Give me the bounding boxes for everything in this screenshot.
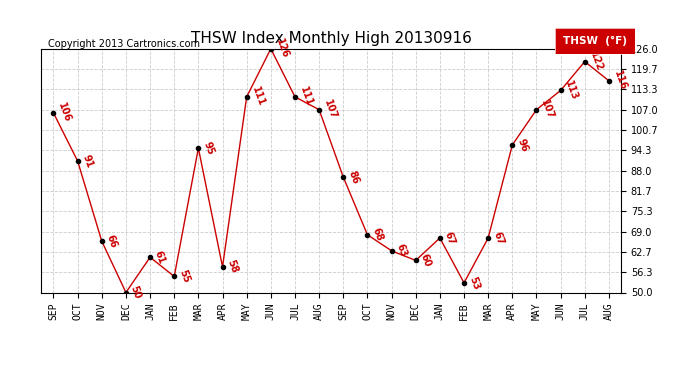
Text: 55: 55	[177, 268, 191, 285]
Text: 67: 67	[491, 230, 505, 246]
Text: 107: 107	[540, 99, 555, 121]
Text: 86: 86	[346, 169, 360, 185]
Text: 111: 111	[250, 86, 266, 108]
Text: Copyright 2013 Cartronics.com: Copyright 2013 Cartronics.com	[48, 39, 200, 50]
Text: 58: 58	[226, 259, 239, 275]
Text: 91: 91	[81, 153, 95, 169]
Title: THSW Index Monthly High 20130916: THSW Index Monthly High 20130916	[190, 31, 472, 46]
Text: 126: 126	[274, 38, 290, 60]
Text: 67: 67	[443, 230, 457, 246]
Text: 63: 63	[395, 243, 408, 259]
Text: 50: 50	[129, 285, 143, 300]
Text: 66: 66	[105, 233, 119, 249]
Text: THSW  (°F): THSW (°F)	[563, 36, 627, 46]
Text: 111: 111	[298, 86, 314, 108]
Text: 107: 107	[322, 99, 338, 121]
Text: 96: 96	[515, 137, 529, 153]
Text: 68: 68	[371, 226, 384, 243]
Text: 53: 53	[467, 275, 481, 291]
Text: 95: 95	[201, 140, 215, 156]
Text: 60: 60	[419, 252, 433, 268]
Text: 116: 116	[612, 70, 628, 92]
Text: 61: 61	[153, 249, 167, 265]
Text: 106: 106	[57, 102, 72, 124]
Text: 113: 113	[564, 79, 580, 102]
Text: 122: 122	[588, 50, 604, 73]
